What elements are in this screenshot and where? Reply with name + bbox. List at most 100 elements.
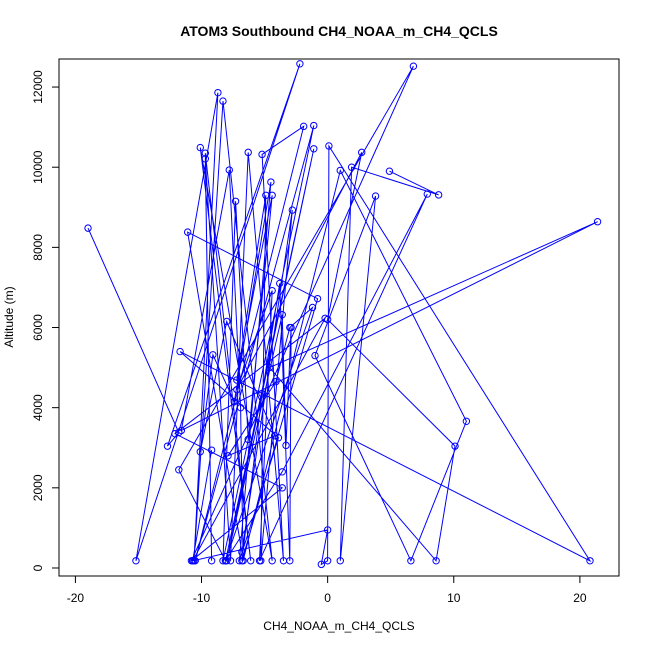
data-point <box>270 432 279 440</box>
y-axis-label: Altitude (m) <box>2 286 16 347</box>
data-point <box>323 526 332 534</box>
plot-frame <box>58 58 620 577</box>
chart-title: ATOM3 Southbound CH4_NOAA_m_CH4_QCLS <box>180 23 498 39</box>
data-point <box>385 167 394 175</box>
x-axis: -20 -10 0 10 20 <box>67 575 587 605</box>
data-point <box>336 557 344 565</box>
data-point <box>183 228 192 236</box>
data-point <box>282 441 290 450</box>
data-point <box>244 435 252 444</box>
data-point <box>247 557 255 565</box>
data-point <box>286 323 294 332</box>
data-point <box>177 426 186 435</box>
x-axis-label: CH4_NOAA_m_CH4_QCLS <box>263 619 414 633</box>
y-tick-label: 0 <box>31 564 45 571</box>
data-point <box>201 149 210 157</box>
data-point <box>187 557 196 565</box>
data-point <box>238 548 246 556</box>
data-point <box>235 557 244 565</box>
y-tick-label: 2000 <box>31 474 45 501</box>
data-point <box>175 428 183 437</box>
data-point <box>258 389 266 398</box>
data-point <box>233 376 241 384</box>
data-point <box>462 417 471 426</box>
data-point <box>286 557 294 565</box>
data-point <box>175 466 183 474</box>
data-point <box>593 218 602 226</box>
data-point <box>371 192 380 200</box>
data-point <box>267 178 275 186</box>
data-point <box>347 163 356 171</box>
x-tick-label: -20 <box>67 591 85 605</box>
series-line <box>87 63 598 566</box>
data-point <box>176 347 184 356</box>
data-point <box>313 294 322 303</box>
data-point <box>586 557 594 565</box>
data-point <box>214 88 222 97</box>
data-point <box>171 430 179 438</box>
data-point <box>434 191 443 199</box>
data-point <box>325 142 333 150</box>
x-tick-label: 0 <box>324 591 331 605</box>
data-point <box>336 166 344 175</box>
data-point <box>451 442 459 450</box>
data-point <box>407 557 415 565</box>
data-point <box>196 448 204 456</box>
data-point <box>233 385 241 394</box>
data-point <box>219 557 227 565</box>
data-point <box>223 317 231 326</box>
data-point <box>274 434 283 442</box>
data-point <box>308 303 317 312</box>
data-point <box>268 286 276 295</box>
series-layer <box>84 60 602 569</box>
data-point <box>276 279 284 288</box>
data-point <box>230 397 239 406</box>
data-point <box>231 197 240 205</box>
data-point <box>191 557 199 565</box>
data-point <box>207 557 216 565</box>
data-point <box>278 468 286 476</box>
data-point <box>224 452 232 460</box>
data-point <box>226 557 235 565</box>
data-point <box>317 560 326 569</box>
data-point <box>423 190 431 198</box>
y-axis: 0 2000 4000 6000 8000 10000 12000 <box>31 70 60 571</box>
data-point <box>278 484 286 492</box>
data-point <box>278 310 286 319</box>
data-point <box>239 557 247 565</box>
y-tick-label: 4000 <box>31 394 45 421</box>
data-point <box>299 122 308 131</box>
data-point <box>84 224 92 232</box>
data-point <box>310 121 318 130</box>
data-point <box>255 557 264 565</box>
data-point <box>432 557 440 565</box>
y-tick-label: 10000 <box>31 150 45 184</box>
data-point <box>207 446 216 454</box>
y-tick-label: 8000 <box>31 234 45 261</box>
x-tick-label: 20 <box>573 591 587 605</box>
data-point <box>258 150 266 159</box>
data-point <box>201 155 210 163</box>
data-point <box>196 143 204 152</box>
data-point <box>262 191 270 199</box>
data-point <box>244 148 252 157</box>
data-point <box>268 557 276 565</box>
data-point <box>272 377 280 386</box>
data-point <box>163 442 172 450</box>
y-tick-label: 12000 <box>31 70 45 104</box>
x-tick-label: 10 <box>447 591 461 605</box>
data-point <box>323 557 332 565</box>
x-tick-label: -10 <box>193 591 211 605</box>
data-point <box>288 206 297 214</box>
data-point <box>265 363 274 372</box>
data-point <box>409 62 418 70</box>
data-point <box>323 315 332 324</box>
data-point <box>311 351 319 360</box>
data-point <box>296 60 304 68</box>
data-point <box>221 557 230 565</box>
data-point <box>209 351 217 359</box>
data-point <box>358 148 366 157</box>
data-point <box>219 97 227 105</box>
data-point <box>225 166 233 174</box>
